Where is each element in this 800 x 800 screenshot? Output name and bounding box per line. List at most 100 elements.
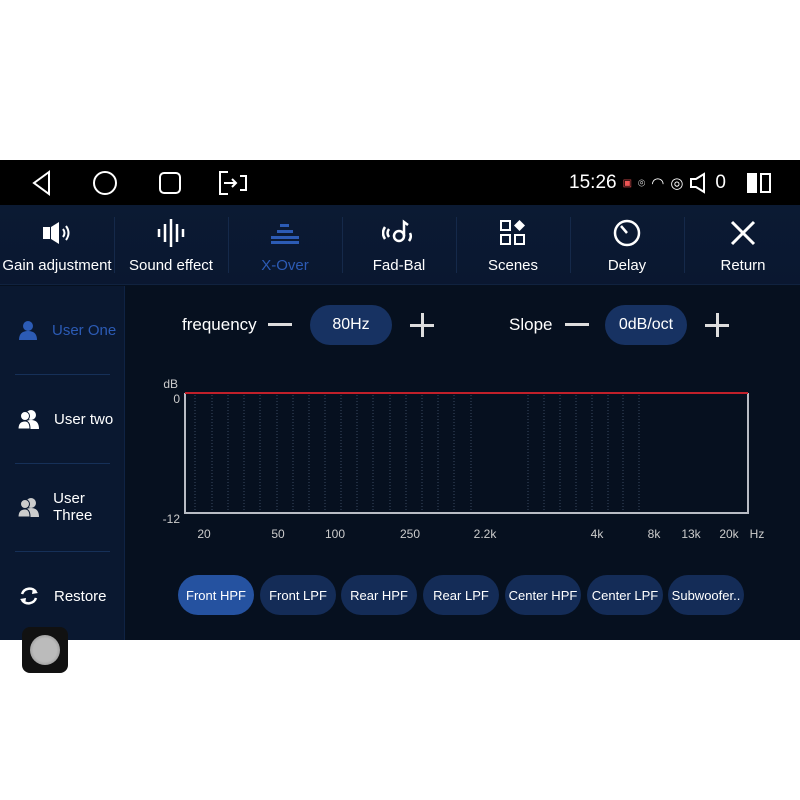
user-icon [19,321,37,340]
tab-delay[interactable]: Delay [570,205,684,285]
volume-level: 0 [715,172,726,193]
sidebar-item-user-two[interactable]: User two [0,375,125,463]
tab-sound-effect[interactable]: Sound effect [114,205,228,285]
tab-gain-adjustment[interactable]: Gain adjustment [0,205,114,285]
close-icon [730,220,756,246]
recents-icon [159,172,181,194]
frequency-increase-button[interactable] [408,311,436,339]
sidebar-item-label: User two [54,410,114,428]
divider [15,551,110,552]
crossover-chart: dB 0 -12 20 50 100 250 2.2k 4k 8k 13k 20k Hz [163,377,765,541]
equalizer-icon [271,224,299,244]
tab-scenes[interactable]: Scenes [456,205,570,285]
location-icon: ⌾ [638,175,646,190]
split-screen-icon[interactable] [746,172,772,194]
slope-control: Slope 0dB/oct [509,305,731,345]
y-axis-label: dB [163,377,178,391]
waveform-icon [157,219,185,247]
x-tick-label: 100 [325,527,345,541]
speaker-icon [43,222,70,244]
divider [342,217,343,273]
wifi-icon: ◠ [651,175,665,192]
tab-label: Fad-Bal [372,257,426,274]
users-icon [18,498,39,517]
channel-button-rear-hpf[interactable]: Rear HPF [341,575,417,615]
users-icon [18,410,39,429]
divider [570,217,571,273]
divider [114,217,115,273]
timer-icon [613,219,641,247]
back-button[interactable] [28,170,54,196]
status-bar: 15:26 ▣ ⌾ ◠ ◎ 0 [0,160,800,205]
fader-balance-icon [382,219,413,243]
x-tick-label: 2.2k [474,527,498,541]
grid [194,395,640,511]
channel-button-center-hpf[interactable]: Center HPF [505,575,581,615]
volume-icon [690,172,706,194]
frequency-decrease-button[interactable] [266,311,294,339]
screen: 15:26 ▣ ⌾ ◠ ◎ 0 Gain adjustment Sound ef… [0,160,800,673]
cast-icon: ▣ [622,177,633,189]
tab-return[interactable]: Return [686,205,800,285]
channel-button-subwoofer[interactable]: Subwoofer.. [668,575,744,615]
tab-label: Sound effect [129,257,213,274]
tab-label: Delay [607,257,647,274]
home-button[interactable] [92,170,118,196]
y-tick-label: 0 [173,392,180,406]
top-tab-bar: Gain adjustment Sound effect X-Over Fad-… [0,205,800,285]
tab-label: X-Over [261,257,309,274]
minus-icon [268,323,292,326]
sidebar-item-user-three[interactable]: User Three [0,463,125,551]
y-tick-label: -12 [163,512,181,526]
sidebar-item-label: Restore [54,587,107,605]
back-icon [32,170,50,196]
tab-label: Gain adjustment [2,257,112,274]
plot-frame [184,393,749,514]
clock: 15:26 [569,172,617,193]
frequency-control: frequency 80Hz [182,305,436,345]
x-tick-label: 20 [197,527,211,541]
scenes-icon [500,220,525,245]
frequency-value: 80Hz [310,305,392,345]
plus-icon [705,313,729,337]
tab-fad-bal[interactable]: Fad-Bal [342,205,456,285]
tab-label: Scenes [487,257,539,274]
minus-icon [565,323,589,326]
tab-label: Return [720,257,766,274]
x-tick-label: 13k [681,527,701,541]
sidebar: User One User two User Three Restore [0,286,125,673]
slope-decrease-button[interactable] [563,311,591,339]
divider [684,217,685,273]
channel-button-rear-lpf[interactable]: Rear LPF [423,575,499,615]
slope-increase-button[interactable] [703,311,731,339]
x-tick-label: 20k [719,527,739,541]
screen-cast-button[interactable] [218,170,250,196]
plus-icon [410,313,434,337]
x-tick-label: 8k [648,527,662,541]
x-tick-label: 250 [400,527,420,541]
exit-screen-icon [219,171,247,195]
sidebar-item-label: User One [52,321,117,339]
slope-value: 0dB/oct [605,305,687,345]
status-indicators: 15:26 ▣ ⌾ ◠ ◎ 0 [569,170,772,196]
divider [456,217,457,273]
hotspot-icon: ◎ [670,175,684,192]
channel-button-front-lpf[interactable]: Front LPF [260,575,336,615]
sidebar-item-restore[interactable]: Restore [0,552,125,640]
tab-x-over[interactable]: X-Over [228,205,342,285]
x-tick-label: 4k [591,527,605,541]
restore-icon [20,587,38,605]
divider [15,463,110,464]
x-tick-label: 50 [271,527,285,541]
sidebar-item-user-one[interactable]: User One [0,286,125,374]
sidebar-item-label: User Three [53,490,93,524]
divider [228,217,229,273]
home-icon [93,171,117,195]
channel-button-center-lpf[interactable]: Center LPF [587,575,663,615]
recents-button[interactable] [157,170,183,196]
touch-indicator [22,627,68,673]
divider [15,374,110,375]
frequency-label: frequency [182,315,257,334]
x-axis-unit: Hz [750,527,765,541]
channel-button-front-hpf[interactable]: Front HPF [178,575,254,615]
